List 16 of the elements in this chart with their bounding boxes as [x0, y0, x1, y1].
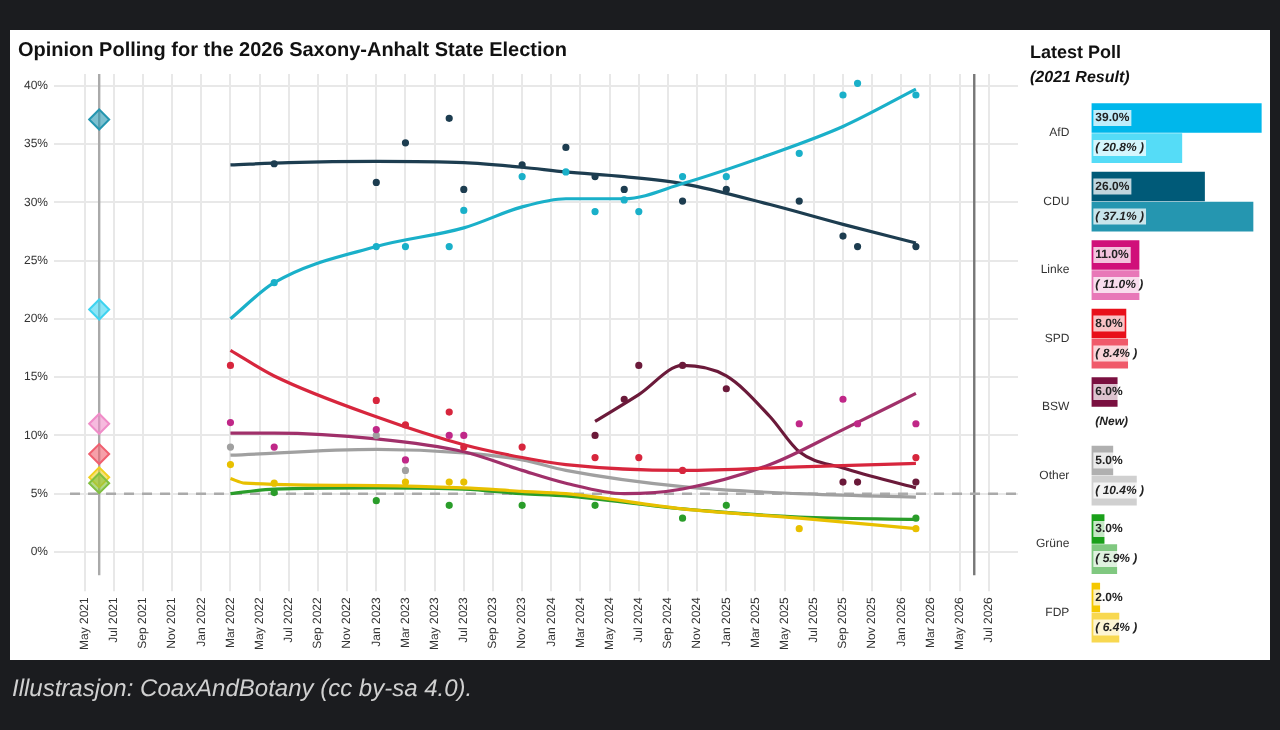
point — [88, 472, 111, 495]
text: Latest Poll — [1030, 41, 1122, 62]
line-series — [228, 348, 918, 472]
chart-title: Opinion Polling for the 2026 Saxony-Anhalt State Election — [18, 39, 567, 62]
point — [88, 108, 111, 131]
line-series — [593, 363, 918, 490]
bar — [1091, 103, 1262, 133]
line-series — [228, 391, 918, 496]
line-series — [228, 486, 918, 521]
point — [88, 443, 111, 466]
text: Illustrasjon: CoaxAndBotany (cc by-sa 4.0). — [12, 674, 473, 702]
line-series — [228, 87, 918, 321]
line-series — [228, 476, 918, 531]
point — [88, 298, 111, 321]
point — [88, 412, 111, 435]
text: (2021 Result) — [1030, 67, 1131, 86]
